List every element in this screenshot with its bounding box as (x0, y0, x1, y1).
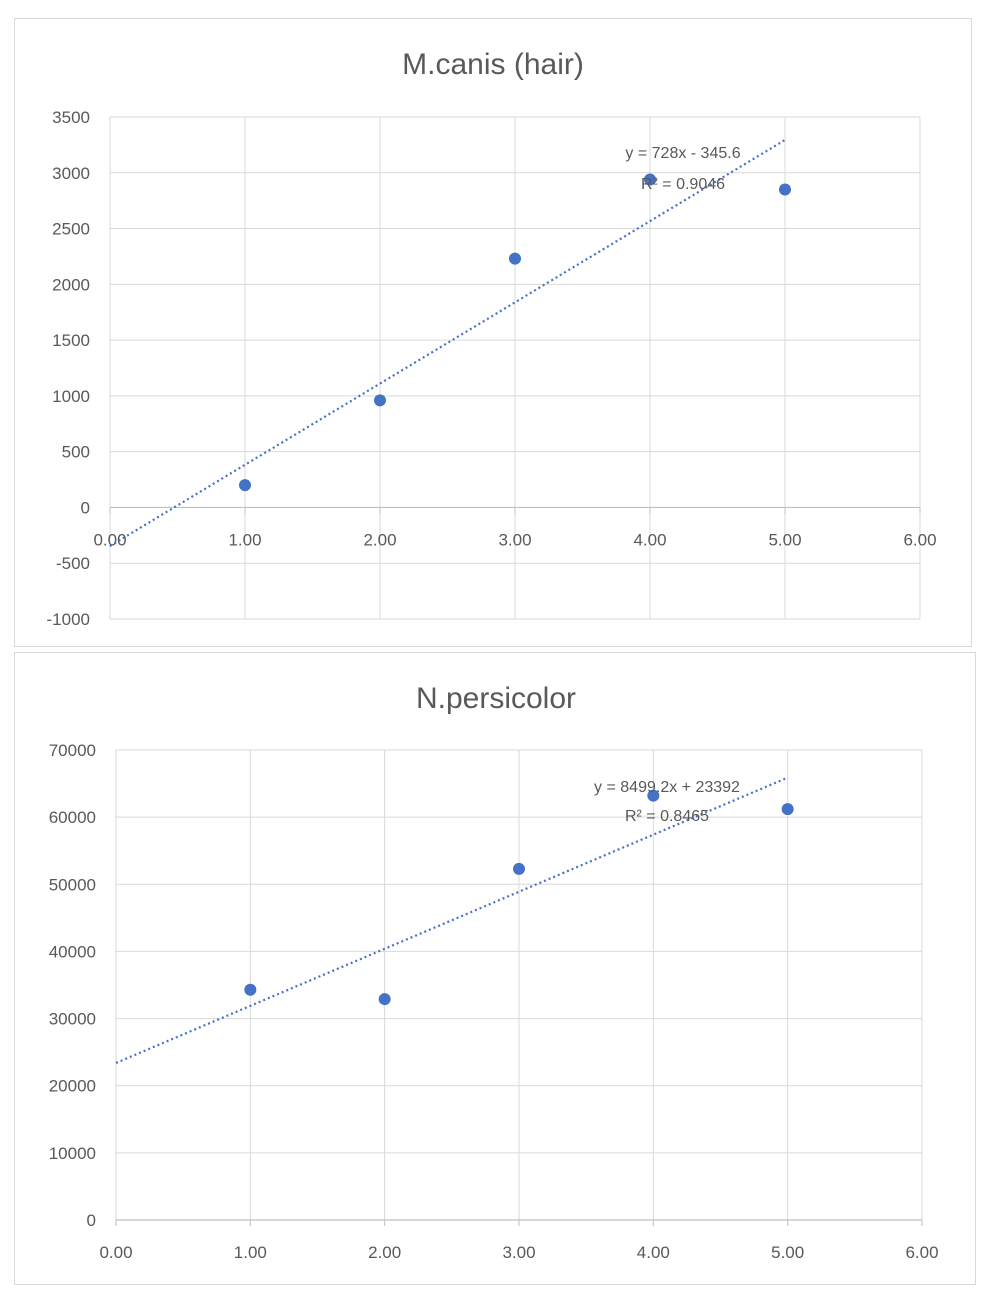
trendline-equation: y = 728x - 345.6 (625, 145, 740, 162)
chart-title: M.canis (hair) (402, 48, 584, 81)
y-tick-label: 60000 (49, 808, 96, 827)
y-tick-label: 0 (81, 498, 90, 517)
chart-m-canis: M.canis (hair) -1000 -500 0 500 1000 1500 2000… (47, 48, 937, 629)
data-point (374, 394, 386, 407)
x-tick-label: 6.00 (903, 530, 936, 549)
trendline-equation: y = 8499.2x + 23392 (594, 779, 740, 796)
y-tick-label: 50000 (49, 875, 96, 894)
x-tick-label: 0.00 (93, 530, 126, 549)
y-tick-label: 2500 (52, 220, 90, 239)
y-tick-label: -1000 (47, 610, 90, 629)
x-tick-label: 5.00 (771, 1243, 804, 1262)
x-tick-label: 1.00 (228, 530, 261, 549)
trendline (109, 138, 786, 547)
y-tick-label: 3000 (52, 164, 90, 183)
chart-n-persicolor: N.persicolor 0 10000 20000 30000 40000 50000 6… (49, 682, 939, 1262)
y-tick-label: 70000 (49, 741, 96, 760)
chart-title: N.persicolor (416, 682, 576, 715)
chart-panel-m-canis: M.canis (hair) -1000 -500 0 500 1000 1500 2000… (14, 18, 972, 647)
data-point (644, 173, 656, 186)
x-tick-label: 4.00 (637, 1243, 670, 1262)
y-tick-label: 10000 (49, 1144, 96, 1163)
data-point (781, 803, 794, 816)
trendline-r2: R² = 0.9046 (641, 176, 725, 193)
y-tick-label: 30000 (49, 1010, 96, 1029)
y-tick-label: -500 (56, 554, 90, 573)
x-tick-label: 4.00 (633, 530, 666, 549)
x-tick-label: 3.00 (502, 1243, 535, 1262)
data-point (513, 862, 525, 875)
x-tick-label: 6.00 (905, 1243, 938, 1262)
trendline-r2: R² = 0.8465 (625, 808, 709, 825)
y-tick-label: 1000 (52, 387, 90, 406)
y-tick-label: 40000 (49, 942, 96, 961)
data-point (244, 983, 257, 996)
x-tick-label: 1.00 (234, 1243, 267, 1262)
x-tick-label: 5.00 (768, 530, 801, 549)
trendline (115, 776, 789, 1064)
x-tick-label: 2.00 (363, 530, 396, 549)
x-tick-label: 3.00 (498, 530, 531, 549)
y-tick-label: 3500 (52, 108, 90, 127)
data-point (378, 993, 391, 1006)
y-tick-label: 0 (87, 1211, 96, 1230)
x-tick-label: 2.00 (368, 1243, 401, 1262)
y-tick-label: 500 (62, 443, 90, 462)
data-point (647, 789, 660, 802)
data-point (509, 252, 521, 265)
data-point (779, 183, 791, 196)
x-tick-label: 0.00 (99, 1243, 132, 1262)
data-point (239, 479, 251, 492)
y-tick-label: 1500 (52, 331, 90, 350)
chart-panel-n-persicolor: N.persicolor 0 10000 20000 30000 40000 50000 6… (14, 652, 976, 1285)
y-tick-label: 2000 (52, 275, 90, 294)
y-tick-label: 20000 (49, 1077, 96, 1096)
